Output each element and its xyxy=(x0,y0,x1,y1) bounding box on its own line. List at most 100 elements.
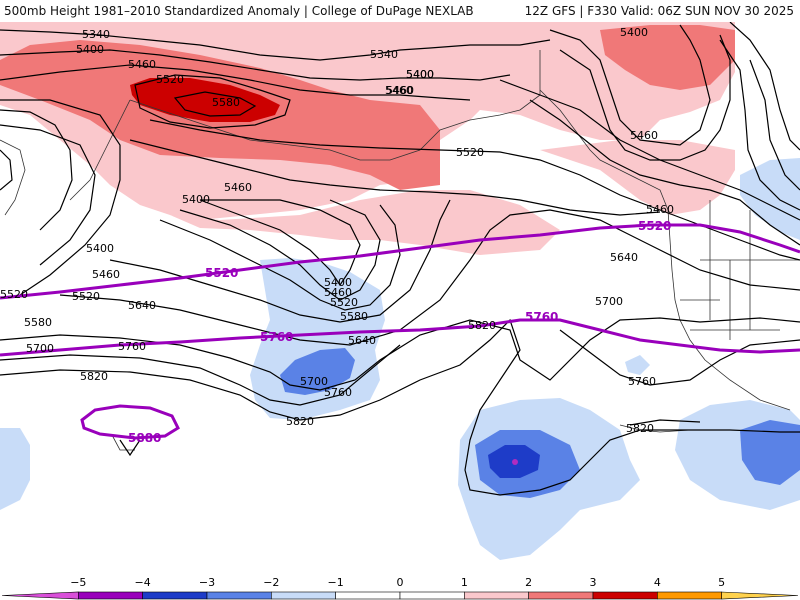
contour-upper-right-6 xyxy=(749,59,800,191)
contour-label: 5400 xyxy=(76,43,104,56)
contour-5400-west xyxy=(0,49,511,81)
highlight-contour-label: 5760 xyxy=(525,310,558,324)
highlight-labels: 5520 5520 5760 5760 5880 xyxy=(128,219,671,445)
highlight-contour-label: 5880 xyxy=(128,431,161,445)
contour-5340-west xyxy=(0,29,551,61)
colorbar-segment xyxy=(335,591,401,600)
contour-label: 5460 xyxy=(128,58,156,71)
colorbar-tick-label: −3 xyxy=(199,576,215,589)
contour-label: 5400 xyxy=(406,68,434,81)
colorbar-segment xyxy=(142,591,208,600)
contour-label: 5820 xyxy=(80,370,108,383)
colorbar-tick-label: 1 xyxy=(461,576,468,589)
highlight-contours xyxy=(0,223,800,440)
contour-upper-right-2 xyxy=(559,34,731,161)
coastlines xyxy=(0,50,800,451)
anomaly-neg-1-west xyxy=(0,428,30,510)
colorbar-tick-label: 5 xyxy=(718,576,725,589)
contour-5580-closed xyxy=(173,91,257,117)
highlight-contour-label: 5520 xyxy=(205,266,238,280)
contour-5520-mid xyxy=(149,119,800,261)
contour-label: 5580 xyxy=(340,310,368,323)
contour-label: 5760 xyxy=(118,340,146,353)
colorbar-tick-label: −1 xyxy=(328,576,344,589)
contour-upper-right-3 xyxy=(529,99,800,246)
contour-west-1 xyxy=(0,109,73,231)
colorbar-segment xyxy=(78,591,143,600)
contour-label: 5520 xyxy=(0,288,28,301)
contour-5820-a xyxy=(0,318,800,496)
contour-label: 5640 xyxy=(348,334,376,347)
contour-upper-right-1 xyxy=(549,24,711,146)
highlight-5760 xyxy=(0,318,800,357)
contour-label: 5520 xyxy=(456,146,484,159)
contour-label: 5460 xyxy=(385,84,413,97)
contour-5400-trough xyxy=(199,199,361,287)
colorbar-tick-label: 3 xyxy=(590,576,597,589)
colorbar-tick-label: −5 xyxy=(70,576,86,589)
contour-label: 5580 xyxy=(212,96,240,109)
colorbar-tick-label: 2 xyxy=(525,576,532,589)
contour-label: 5340 xyxy=(370,48,398,61)
highlight-5880 xyxy=(80,404,180,440)
map-title: 500mb Height 1981–2010 Standardized Anom… xyxy=(4,4,474,18)
anomaly-neg-1-ne xyxy=(740,158,800,240)
colorbar-tick-label: 4 xyxy=(654,576,661,589)
contour-label: 5580 xyxy=(24,316,52,329)
contour-label: 5460 xyxy=(386,84,414,97)
colorbar-segment xyxy=(464,591,529,600)
anomaly-minimum-marker xyxy=(512,459,518,465)
colorbar-segment xyxy=(1,591,79,600)
contour-upper-right-4 xyxy=(499,79,800,221)
highlight-5520 xyxy=(0,223,800,300)
anomaly-pos-1-east xyxy=(540,140,735,215)
contour-label: 5640 xyxy=(610,251,638,264)
contour-label: 5400 xyxy=(86,242,114,255)
contour-5880-loop xyxy=(119,439,141,457)
contour-label: 5460 xyxy=(630,129,658,142)
colorbar-segment xyxy=(271,591,336,600)
contour-label: 5760 xyxy=(324,386,352,399)
anomaly-colorbar: −5 −4 −3 −2 −1 0 1 2 3 4 5 xyxy=(1,576,799,600)
contour-5640-trough xyxy=(59,209,800,346)
contour-label: 5520 xyxy=(330,296,358,309)
contour-5520-trough xyxy=(159,204,401,311)
anomaly-neg-2-central xyxy=(280,348,355,395)
weather-map: 5340 5400 5460 5520 5580 5340 5400 5460 … xyxy=(0,22,800,574)
model-run-info: 12Z GFS | F330 Valid: 06Z SUN NOV 30 202… xyxy=(524,4,794,18)
positive-anomaly-shading xyxy=(0,22,735,255)
contour-label: 5700 xyxy=(26,342,54,355)
contour-upper-right-5 xyxy=(719,39,800,211)
contour-5460-mid xyxy=(129,139,661,216)
negative-anomaly-shading xyxy=(0,158,800,560)
contour-5460-west xyxy=(0,64,471,101)
colorbar-segment xyxy=(399,591,465,600)
contour-label: 5460 xyxy=(224,181,252,194)
height-contours xyxy=(0,22,800,496)
contour-label: 5700 xyxy=(595,295,623,308)
contour-5460-trough xyxy=(179,199,381,301)
contour-labels: 5340 5400 5460 5520 5580 5340 5400 5460 … xyxy=(0,26,674,435)
contour-label: 5460 xyxy=(324,286,352,299)
contour-label: 5400 xyxy=(620,26,648,39)
contour-west-2 xyxy=(0,124,96,266)
contour-label: 5820 xyxy=(286,415,314,428)
contour-5820-small xyxy=(629,419,701,426)
anomaly-pos-1-south xyxy=(170,190,560,255)
contour-west-3 xyxy=(0,99,121,296)
anomaly-pos-2-ne xyxy=(600,25,735,90)
contour-5520-closed xyxy=(134,74,291,129)
highlight-contour-label: 5760 xyxy=(260,330,293,344)
colorbar-tick-label: −2 xyxy=(263,576,279,589)
contour-label: 5640 xyxy=(128,299,156,312)
contour-label: 5820 xyxy=(468,319,496,332)
contour-west-4 xyxy=(0,149,13,191)
colorbar-tick-label: −4 xyxy=(135,576,151,589)
contour-upper-right-7 xyxy=(729,22,800,151)
colorbar-segments xyxy=(1,591,799,600)
colorbar-segment xyxy=(657,591,722,600)
colorbar-segment xyxy=(206,591,272,600)
contour-label: 5700 xyxy=(300,375,328,388)
contour-label: 5760 xyxy=(628,375,656,388)
contour-5760-a xyxy=(0,344,401,406)
